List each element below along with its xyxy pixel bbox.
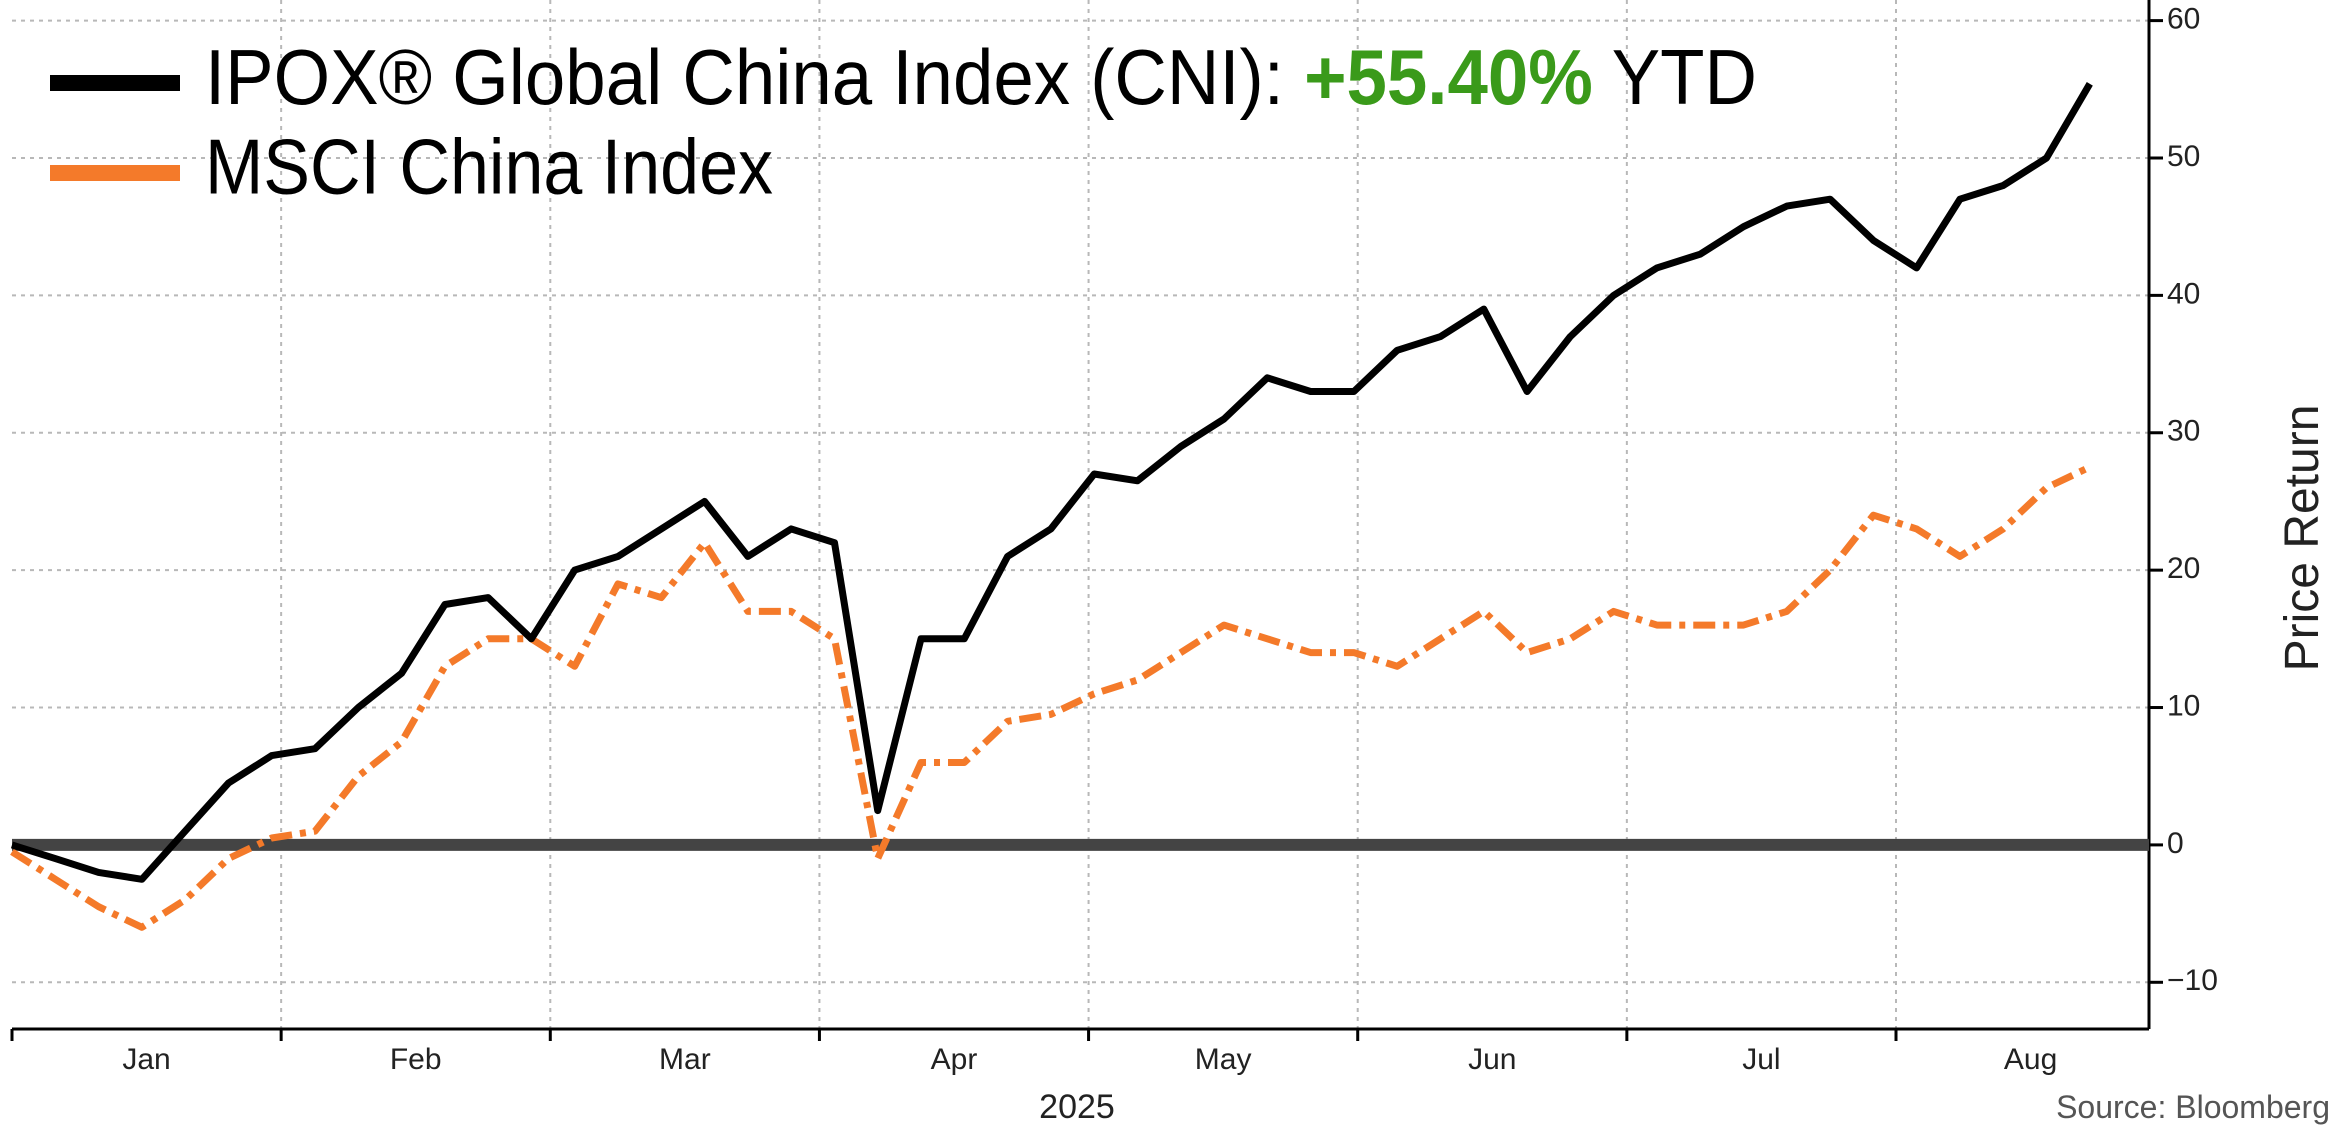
- y-tick-label: 40: [2167, 277, 2200, 310]
- y-tick-label: 0: [2167, 827, 2184, 860]
- x-tick-label: May: [1195, 1043, 1252, 1076]
- y-tick-label: −10: [2167, 964, 2218, 997]
- x-tick-label: Feb: [390, 1043, 442, 1076]
- x-tick-label: Jan: [122, 1043, 170, 1076]
- y-tick-label: 20: [2167, 552, 2200, 585]
- y-tick-label: 30: [2167, 415, 2200, 448]
- x-tick-label: Aug: [2004, 1043, 2057, 1076]
- legend-text-part: IPOX® Global China Index (CNI):: [205, 33, 1304, 121]
- x-axis-label: 2025: [1039, 1088, 1115, 1126]
- legend-label: MSCI China Index: [205, 123, 773, 211]
- y-tick-label: 50: [2167, 140, 2200, 173]
- legend-label: IPOX® Global China Index (CNI): +55.40% …: [205, 33, 1757, 121]
- series-line: [10, 463, 2092, 931]
- x-tick-label: Jun: [1468, 1043, 1516, 1076]
- legend-text-part: YTD: [1593, 33, 1757, 121]
- y-tick-label: 10: [2167, 689, 2200, 722]
- source: Source: Bloomberg: [2056, 1089, 2330, 1125]
- legend-text-part: +55.40%: [1304, 33, 1593, 121]
- x-tick-label: Apr: [931, 1043, 978, 1076]
- x-tick-label: Jul: [1742, 1043, 1780, 1076]
- y-tick-label: 60: [2167, 3, 2200, 36]
- series-line: [10, 82, 2093, 883]
- y-axis-label: Price Return: [2276, 405, 2329, 672]
- x-tick-label: Mar: [659, 1043, 711, 1076]
